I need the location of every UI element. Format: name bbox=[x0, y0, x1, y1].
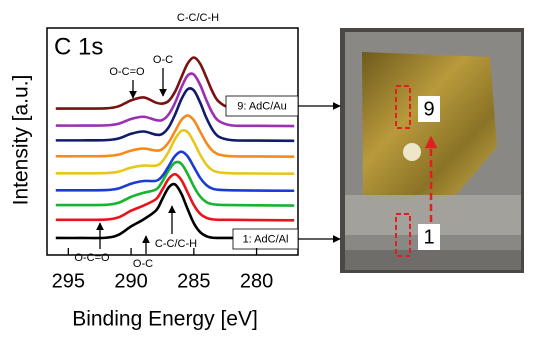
spectrum-line bbox=[55, 72, 295, 128]
plot-frame bbox=[46, 27, 299, 256]
annotation: O-C bbox=[153, 54, 173, 66]
x-axis-label: Binding Energy [eV] bbox=[72, 308, 258, 331]
annotation: O-C=O bbox=[74, 252, 110, 264]
y-axis-label: Intensity [a.u.] bbox=[10, 75, 33, 206]
annotation: O-C bbox=[133, 258, 153, 270]
spectrum-line bbox=[55, 87, 295, 143]
x-tick-label: 295 bbox=[52, 270, 85, 292]
x-tick-label: 280 bbox=[240, 270, 273, 292]
spectrum-line bbox=[55, 129, 295, 176]
spectrum-line bbox=[55, 150, 295, 193]
spectrum-line bbox=[55, 160, 295, 207]
spectrum-line bbox=[55, 182, 295, 240]
spectrum-line bbox=[55, 172, 295, 222]
legend-label: 1: AdC/Al bbox=[243, 233, 289, 245]
x-tick-label: 290 bbox=[114, 270, 147, 292]
annotation-arrows bbox=[96, 68, 341, 254]
chart-title: C 1s bbox=[54, 33, 103, 60]
legend-box bbox=[232, 228, 299, 250]
photo-label: 9 bbox=[423, 98, 434, 120]
annotation: O-C=O bbox=[109, 66, 145, 78]
spectrum-line bbox=[55, 114, 295, 159]
photo bbox=[340, 28, 524, 273]
legend-label: 9: AdC/Au bbox=[237, 100, 287, 112]
x-tick-label: 285 bbox=[177, 270, 210, 292]
annotation: C-C/C-H bbox=[177, 12, 219, 24]
spectrum-line bbox=[55, 56, 295, 111]
annotation: C-C/C-H bbox=[155, 238, 197, 250]
photo-label: 1 bbox=[423, 226, 434, 248]
legend-box bbox=[225, 95, 299, 117]
